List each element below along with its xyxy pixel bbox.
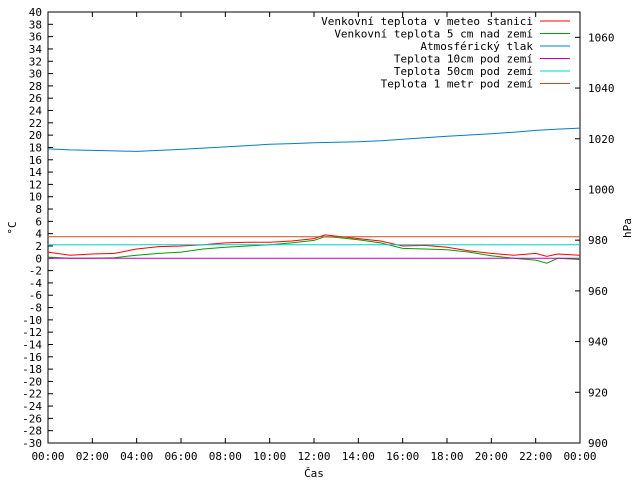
series-line-2 xyxy=(47,236,581,264)
y-left-tick-label: -6 xyxy=(29,289,42,302)
y-axis-label-right: hPa xyxy=(621,218,634,238)
x-tick-label: 06:00 xyxy=(164,450,197,463)
y-right-tick-label: 1020 xyxy=(588,133,615,146)
x-tick-label: 12:00 xyxy=(297,450,330,463)
y-left-tick-label: 4 xyxy=(35,228,42,241)
legend-label: Atmosférický tlak xyxy=(420,40,533,53)
legend-label: Venkovní teplota v meteo stanici xyxy=(321,15,533,28)
y-left-tick-label: -28 xyxy=(22,425,42,438)
legend-label: Teplota 1 metr pod zemí xyxy=(381,78,533,91)
y-left-tick-label: -26 xyxy=(22,412,42,425)
y-left-tick-label: -2 xyxy=(29,265,42,278)
y-left-tick-label: 14 xyxy=(29,166,43,179)
y-axis-label-left: °C xyxy=(6,221,19,234)
y-left-tick-label: -14 xyxy=(22,338,42,351)
y-left-tick-label: -22 xyxy=(22,388,42,401)
y-left-tick-label: 10 xyxy=(29,191,42,204)
y-right-tick-label: 960 xyxy=(588,285,608,298)
y-right-tick-label: 1000 xyxy=(588,183,615,196)
series-line-3 xyxy=(47,127,581,152)
y-left-tick-label: 38 xyxy=(29,18,42,31)
x-tick-label: 18:00 xyxy=(430,450,463,463)
y-left-tick-label: -20 xyxy=(22,375,42,388)
x-tick-label: 20:00 xyxy=(475,450,508,463)
y-left-tick-label: 34 xyxy=(29,43,43,56)
y-right-tick-label: 920 xyxy=(588,386,608,399)
legend-label: Venkovní teplota 5 cm nad zemí xyxy=(334,28,533,41)
series-lines xyxy=(47,127,581,264)
y-left-tick-label: 0 xyxy=(35,252,42,265)
y-left-tick-label: -4 xyxy=(29,277,43,290)
x-tick-label: 14:00 xyxy=(342,450,375,463)
y-right-tick-label: 1060 xyxy=(588,31,615,44)
y-right-tick-label: 980 xyxy=(588,234,608,247)
y-left-tick-label: 16 xyxy=(29,154,42,167)
y-left-tick-label: 30 xyxy=(29,68,42,81)
y-left-tick-label: -8 xyxy=(29,302,42,315)
y-right-tick-label: 940 xyxy=(588,336,608,349)
y-left-tick-label: -30 xyxy=(22,437,42,450)
y-left-tick-label: 6 xyxy=(35,215,42,228)
x-tick-label: 22:00 xyxy=(519,450,552,463)
ticks: -30-28-26-24-22-20-18-16-14-12-10-8-6-4-… xyxy=(22,6,614,463)
y-left-tick-label: 20 xyxy=(29,129,42,142)
y-left-tick-label: 26 xyxy=(29,92,42,105)
legend: Venkovní teplota v meteo staniciVenkovní… xyxy=(321,15,570,91)
x-axis-label: Čas xyxy=(304,467,324,480)
y-left-tick-label: -24 xyxy=(22,400,42,413)
series-line-1 xyxy=(47,234,581,257)
x-tick-label: 10:00 xyxy=(253,450,286,463)
y-left-tick-label: -12 xyxy=(22,326,42,339)
x-tick-label: 08:00 xyxy=(209,450,242,463)
x-tick-label: 02:00 xyxy=(76,450,109,463)
x-tick-label: 04:00 xyxy=(120,450,153,463)
legend-label: Teplota 50cm pod zemí xyxy=(394,65,533,78)
y-left-tick-label: 28 xyxy=(29,80,42,93)
x-tick-label: 16:00 xyxy=(386,450,419,463)
y-left-tick-label: -10 xyxy=(22,314,42,327)
y-left-tick-label: 22 xyxy=(29,117,42,130)
y-left-tick-label: 12 xyxy=(29,178,42,191)
x-tick-label: 00:00 xyxy=(563,450,596,463)
y-left-tick-label: 2 xyxy=(35,240,42,253)
y-left-tick-label: 24 xyxy=(29,105,43,118)
y-left-tick-label: 36 xyxy=(29,31,42,44)
y-left-tick-label: 40 xyxy=(29,6,42,19)
y-left-tick-label: -16 xyxy=(22,351,42,364)
y-right-tick-label: 900 xyxy=(588,437,608,450)
y-left-tick-label: 32 xyxy=(29,55,42,68)
legend-label: Teplota 10cm pod zemí xyxy=(394,53,533,66)
y-left-tick-label: 8 xyxy=(35,203,42,216)
x-tick-label: 00:00 xyxy=(31,450,64,463)
y-left-tick-label: 18 xyxy=(29,141,42,154)
y-left-tick-label: -18 xyxy=(22,363,42,376)
y-right-tick-label: 1040 xyxy=(588,82,615,95)
